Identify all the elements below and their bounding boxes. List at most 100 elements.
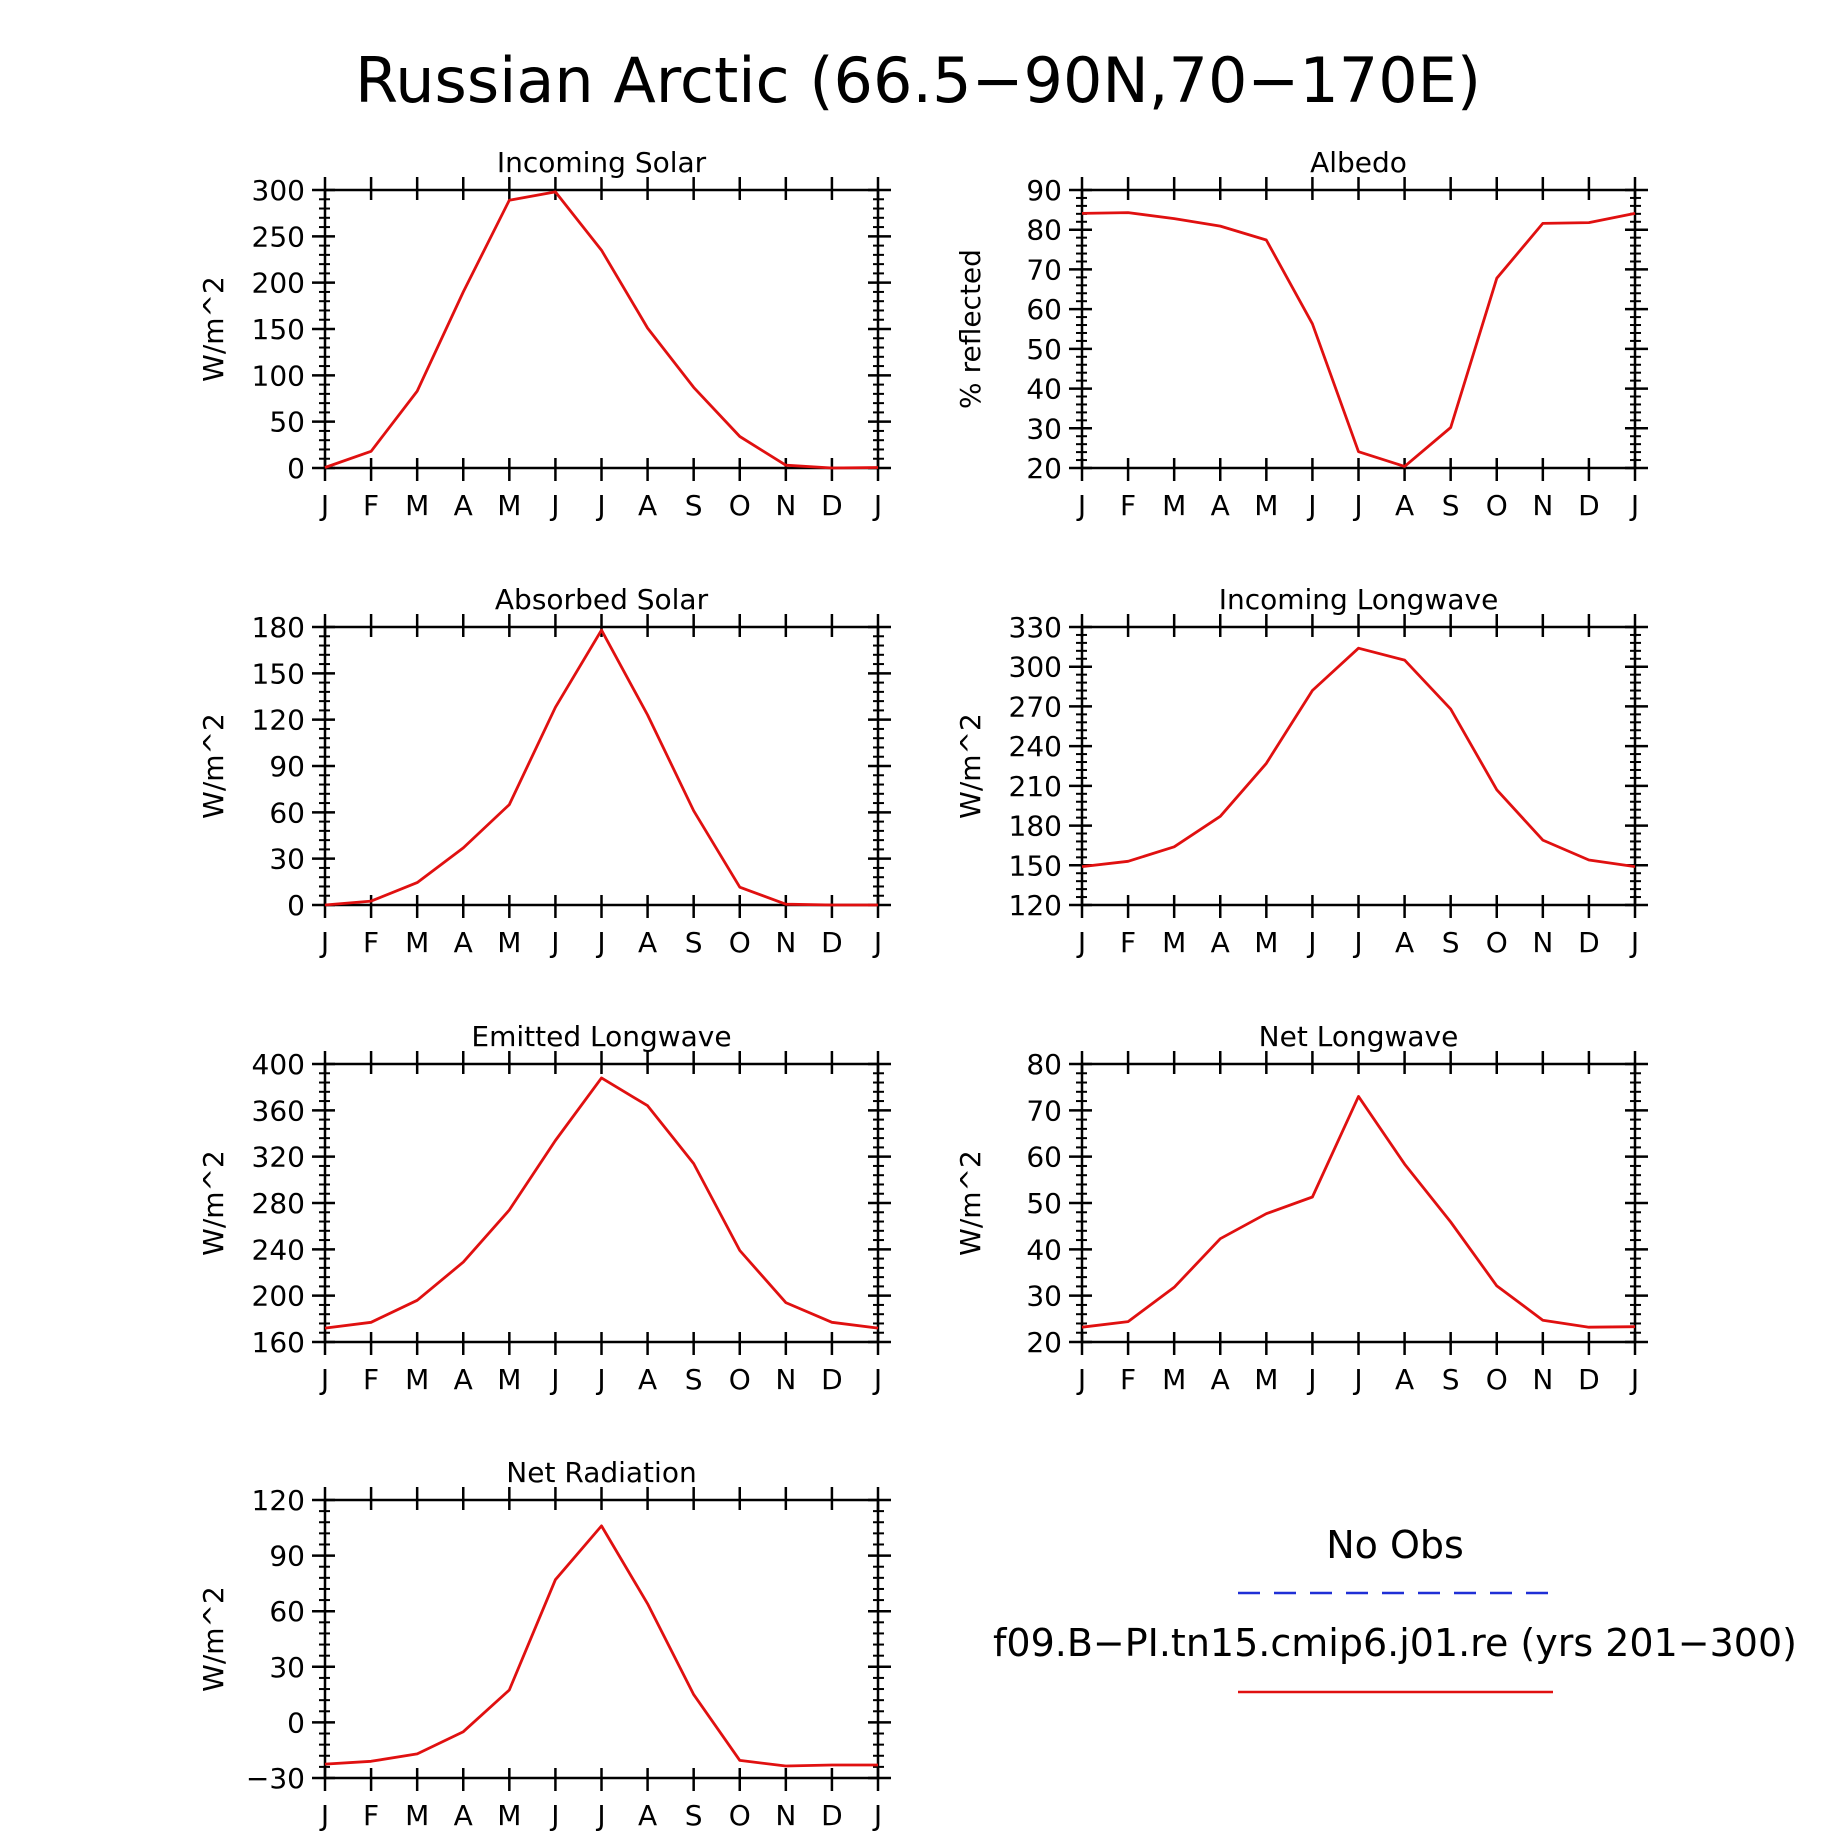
chart-albedo-xtick-label: A: [1211, 489, 1230, 522]
chart-net-longwave-xtick-label: M: [1254, 1363, 1278, 1396]
chart-incoming-solar-xtick-label: S: [685, 489, 703, 522]
chart-albedo-ytick-label: 70: [1026, 253, 1062, 286]
chart-incoming-solar-title: Incoming Solar: [497, 146, 707, 179]
chart-incoming-solar-ytick-label: 50: [269, 406, 305, 439]
chart-incoming-longwave-ytick-label: 240: [1009, 730, 1062, 763]
chart-absorbed-solar-ytick-label: 120: [252, 704, 305, 737]
chart-absorbed-solar-xtick-label: O: [729, 926, 751, 959]
chart-emitted-longwave-xtick-label: J: [549, 1363, 559, 1396]
chart-emitted-longwave-frame: [323, 1062, 880, 1344]
chart-albedo-xtick-label: S: [1442, 489, 1460, 522]
chart-net-radiation-ytick-label: 30: [269, 1651, 305, 1684]
chart-net-longwave-xtick-label: J: [1306, 1363, 1316, 1396]
legend-obs-label: No Obs: [1326, 1523, 1464, 1567]
chart-incoming-longwave-ytick-label: 270: [1009, 690, 1062, 723]
chart-absorbed-solar-xtick-label: J: [595, 926, 605, 959]
chart-net-longwave-frame: [1080, 1062, 1637, 1344]
chart-emitted-longwave-ytick-label: 200: [252, 1280, 305, 1313]
chart-incoming-longwave-title: Incoming Longwave: [1219, 583, 1499, 616]
chart-incoming-solar-ytick-label: 100: [252, 359, 305, 392]
figure-title: Russian Arctic (66.5−90N,70−170E): [355, 44, 1481, 117]
chart-incoming-longwave-ytick-label: 300: [1009, 651, 1062, 684]
chart-net-radiation-xtick-label: J: [549, 1799, 559, 1831]
chart-absorbed-solar-xtick-label: M: [497, 926, 521, 959]
chart-absorbed-solar-xtick-label: J: [319, 926, 329, 959]
chart-incoming-longwave-xtick-label: M: [1254, 926, 1278, 959]
chart-incoming-longwave-series-line: [1081, 646, 1636, 868]
chart-albedo-xtick-label: J: [1306, 489, 1316, 522]
chart-emitted-longwave-xtick-label: J: [872, 1363, 882, 1396]
chart-incoming-solar-xtick-label: M: [405, 489, 429, 522]
chart-albedo-ytick-label: 30: [1026, 412, 1062, 445]
chart-albedo-frame: [1080, 188, 1637, 470]
chart-net-longwave-xtick-label: J: [1076, 1363, 1086, 1396]
chart-albedo-xtick-label: N: [1532, 489, 1553, 522]
chart-net-radiation-xtick-label: D: [821, 1799, 843, 1831]
chart-incoming-longwave-xtick-label: J: [1352, 926, 1362, 959]
chart-net-radiation-xtick-label: M: [497, 1799, 521, 1831]
chart-emitted-longwave-ytick-label: 240: [252, 1233, 305, 1266]
chart-albedo-xtick-label: A: [1395, 489, 1414, 522]
chart-net-radiation-xtick-label: A: [454, 1799, 473, 1831]
chart-emitted-longwave-ytick-label: 320: [252, 1141, 305, 1174]
chart-emitted-longwave-xtick-label: A: [454, 1363, 473, 1396]
chart-albedo-ytick-label: 90: [1026, 174, 1062, 207]
chart-net-longwave-xtick-label: O: [1486, 1363, 1508, 1396]
chart-incoming-solar-xtick-label: J: [872, 489, 882, 522]
chart-absorbed-solar-ytick-label: 90: [269, 750, 305, 783]
chart-absorbed-solar-xtick-label: F: [363, 926, 379, 959]
chart-absorbed-solar-title: Absorbed Solar: [495, 583, 709, 616]
chart-emitted-longwave-xtick-label: S: [685, 1363, 703, 1396]
chart-incoming-longwave-ytick-label: 120: [1009, 889, 1062, 922]
chart-net-radiation-xtick-label: S: [685, 1799, 703, 1831]
chart-albedo-xtick-label: J: [1352, 489, 1362, 522]
chart-emitted-longwave-xtick-label: O: [729, 1363, 751, 1396]
chart-albedo-xtick-label: O: [1486, 489, 1508, 522]
chart-albedo-series-line: [1081, 211, 1636, 468]
chart-incoming-solar-ytick-label: 300: [252, 174, 305, 207]
chart-net-longwave-xtick-label: A: [1211, 1363, 1230, 1396]
chart-net-radiation-xtick-label: J: [872, 1799, 882, 1831]
chart-net-longwave-ytick-label: 60: [1026, 1141, 1062, 1174]
chart-net-longwave-ytick-label: 30: [1026, 1280, 1062, 1313]
chart-net-radiation-ylabel: W/m^2: [197, 1586, 230, 1692]
chart-incoming-solar-xtick-label: D: [821, 489, 843, 522]
chart-net-radiation-series-line: [324, 1524, 878, 1768]
chart-incoming-longwave-frame: [1080, 625, 1637, 907]
chart-incoming-longwave-xtick-label: M: [1162, 926, 1186, 959]
chart-emitted-longwave: Emitted Longwave W/m^2 160 200 240 280 320 360 4…: [197, 1020, 891, 1396]
chart-net-radiation-frame: [323, 1498, 880, 1780]
chart-absorbed-solar-xtick-label: J: [549, 926, 559, 959]
chart-incoming-longwave-ytick-label: 150: [1009, 849, 1062, 882]
chart-incoming-longwave-xtick-label: J: [1306, 926, 1316, 959]
chart-net-longwave-xtick-label: J: [1629, 1363, 1639, 1396]
chart-absorbed-solar-xtick-label: A: [638, 926, 657, 959]
chart-incoming-longwave-ylabel: W/m^2: [954, 713, 987, 819]
chart-incoming-longwave-ytick-label: 180: [1009, 810, 1062, 843]
chart-net-radiation-xtick-label: N: [775, 1799, 796, 1831]
chart-emitted-longwave-xtick-label: D: [821, 1363, 843, 1396]
chart-net-longwave-xtick-label: N: [1532, 1363, 1553, 1396]
chart-incoming-longwave-ytick-label: 210: [1009, 770, 1062, 803]
chart-absorbed-solar-xtick-label: A: [454, 926, 473, 959]
chart-net-longwave-ytick-label: 80: [1026, 1048, 1062, 1081]
chart-net-longwave-ylabel: W/m^2: [954, 1150, 987, 1256]
chart-incoming-solar-ytick-label: 250: [252, 220, 305, 253]
chart-net-longwave-ytick-label: 20: [1026, 1326, 1062, 1359]
chart-incoming-solar-xtick-label: M: [497, 489, 521, 522]
chart-absorbed-solar-xtick-label: M: [405, 926, 429, 959]
chart-net-longwave-ytick-label: 50: [1026, 1187, 1062, 1220]
chart-emitted-longwave-ytick-label: 400: [252, 1048, 305, 1081]
chart-net-radiation-xtick-label: J: [319, 1799, 329, 1831]
chart-net-radiation-xtick-label: J: [595, 1799, 605, 1831]
chart-incoming-longwave-xtick-label: N: [1532, 926, 1553, 959]
chart-emitted-longwave-xtick-label: M: [405, 1363, 429, 1396]
chart-absorbed-solar-frame: [323, 625, 880, 907]
chart-absorbed-solar-xtick-label: S: [685, 926, 703, 959]
chart-absorbed-solar-ylabel: W/m^2: [197, 713, 230, 819]
